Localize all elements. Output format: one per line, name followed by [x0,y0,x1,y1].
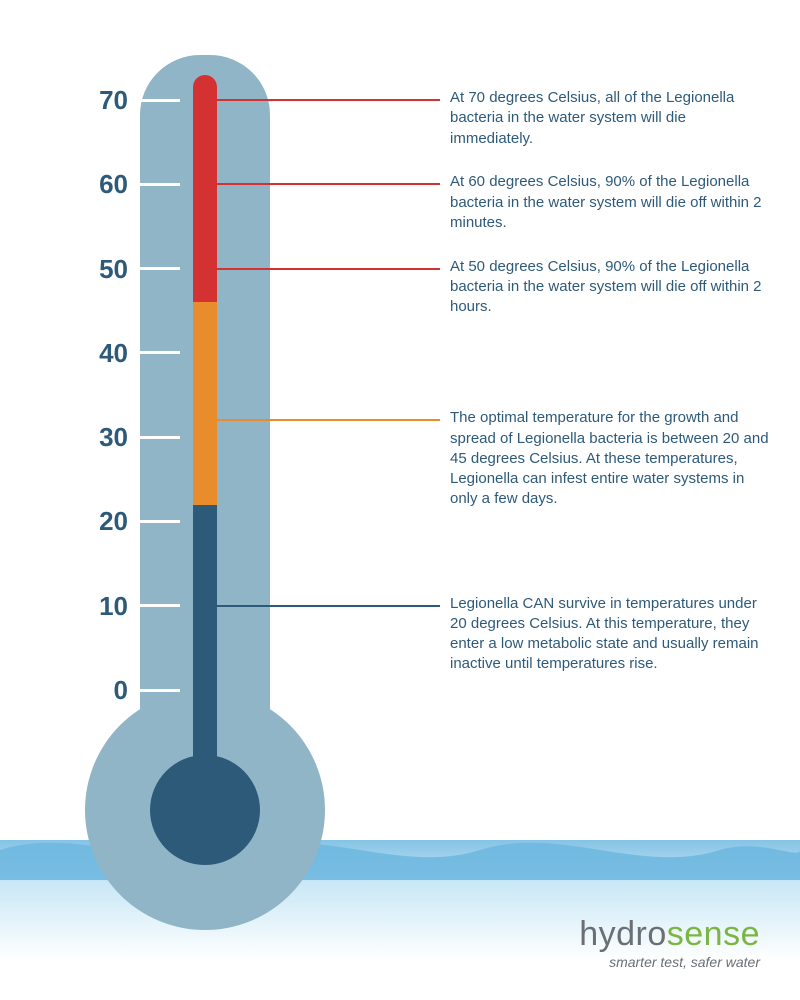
scale-label: 70 [0,85,128,116]
callout-leader [205,99,440,101]
scale-tick [140,351,180,354]
fluid-connector [193,741,217,810]
scale-label: 10 [0,591,128,622]
scale-tick [140,183,180,186]
callout-leader [205,268,440,270]
scale-tick [140,267,180,270]
fluid-segment-warm [193,302,217,504]
callout-text: The optimal temperature for the growth a… [450,408,770,509]
brand-tagline: smarter test, safer water [579,954,760,970]
scale-tick [140,604,180,607]
scale-tick [140,436,180,439]
brand-logo: hydrosensesmarter test, safer water [579,915,760,970]
brand-logo-part1: hydro [579,915,667,953]
callout-leader [205,605,440,607]
scale-tick [140,520,180,523]
scale-label: 30 [0,422,128,453]
callout-leader [205,419,440,421]
callout-text: At 70 degrees Celsius, all of the Legion… [450,88,770,149]
scale-label: 40 [0,338,128,369]
callout-text: Legionella CAN survive in temperatures u… [450,594,770,675]
scale-label: 0 [0,675,128,706]
scale-tick [140,689,180,692]
fluid-segment-cold [193,505,217,741]
callout-text: At 50 degrees Celsius, 90% of the Legion… [450,257,770,318]
scale-label: 60 [0,169,128,200]
infographic-canvas: 0 10 20 30 40 50 60 70 At 70 degrees Celsius, al… [0,0,800,1000]
scale-label: 20 [0,506,128,537]
brand-logo-text: hydrosense [579,915,760,954]
scale-tick [140,99,180,102]
scale-label: 50 [0,254,128,285]
callout-leader [205,183,440,185]
callout-text: At 60 degrees Celsius, 90% of the Legion… [450,172,770,233]
brand-logo-part2: sense [667,915,760,953]
